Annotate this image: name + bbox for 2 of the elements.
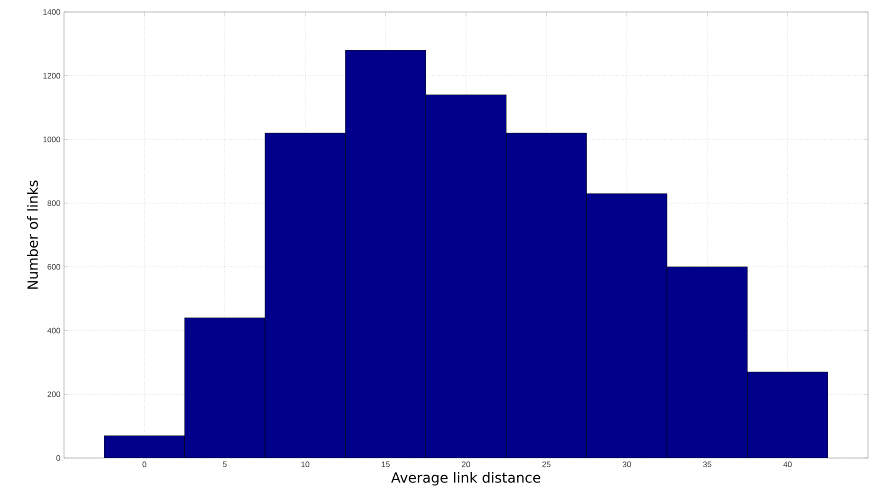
y-axis-title: Number of links (27, 180, 38, 289)
x-axis-title: Average link distance (391, 472, 540, 486)
